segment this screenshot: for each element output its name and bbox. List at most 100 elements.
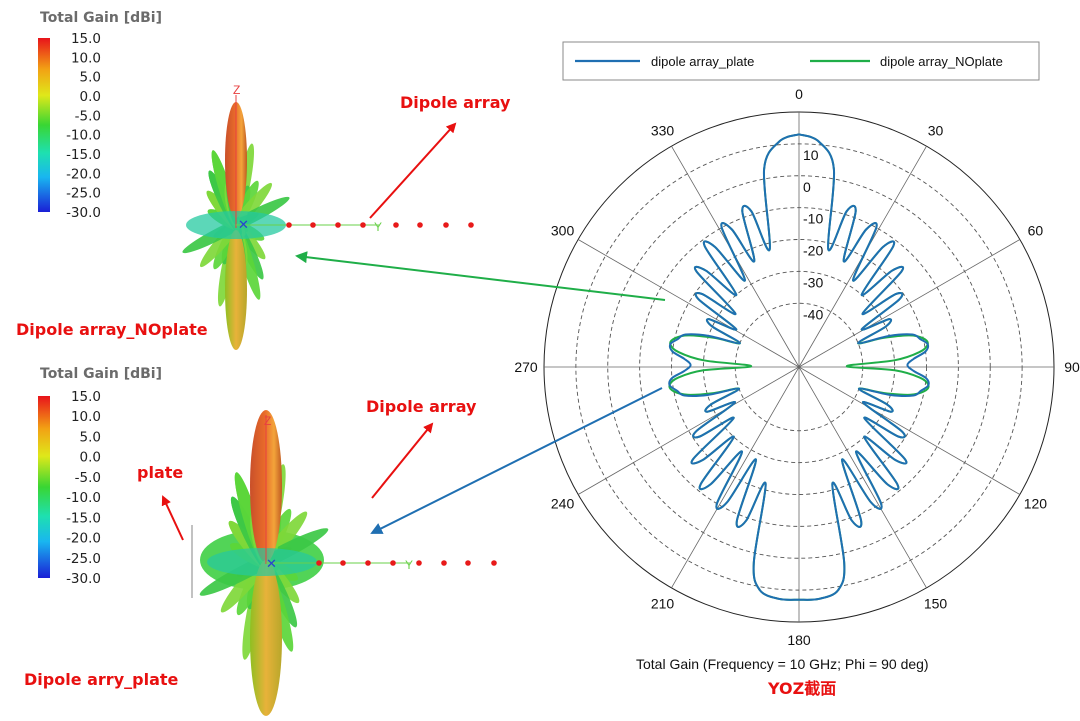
polar-spoke [798, 366, 927, 589]
colorbar-tick-label: -15.0 [66, 510, 101, 526]
radial-tick-label: -40 [803, 306, 823, 322]
array-element-dot [416, 560, 422, 566]
array-elements [316, 560, 497, 566]
series-line-plate [668, 133, 930, 601]
array-element-dot [340, 560, 346, 566]
y-axis-label: Y [405, 558, 413, 572]
colorbar-tick-label: -20.0 [66, 166, 101, 182]
chart-subcaption: YOZ截面 [767, 679, 836, 698]
radial-tick-label: 10 [803, 147, 819, 163]
polar-spoke [671, 366, 800, 589]
arrow-noplate-link [295, 251, 666, 301]
colorbar-ticks: 15.0 10.0 5.0 0.0 -5.0 -10.0 -15.0 -20.0 -25.0 -3… [66, 389, 101, 587]
array-element-dot [316, 560, 322, 566]
colorbar-tick-label: 0.0 [80, 450, 101, 466]
colorbar-gradient [38, 38, 50, 212]
angle-tick-label: 270 [514, 359, 538, 375]
colorbar-tick-label: -30.0 [66, 571, 101, 587]
radial-tick-label: -10 [803, 211, 823, 227]
angle-tick-label: 90 [1064, 359, 1080, 375]
angle-tick-label: 330 [651, 123, 675, 139]
angle-tick-label: 210 [651, 595, 675, 611]
label-noplate: Dipole array_NOplate [16, 320, 208, 339]
colorbar-title: Total Gain [dBi] [40, 10, 162, 26]
legend-box [562, 41, 1040, 81]
main-lobe-lower [250, 560, 282, 716]
array-element-dot [491, 560, 497, 566]
colorbar-tick-label: 5.0 [80, 429, 101, 445]
array-element-dot [365, 560, 371, 566]
colorbar-tick-label: -10.0 [66, 490, 101, 506]
label-dipole-array-top: Dipole array [400, 93, 511, 112]
legend: dipole array_plate dipole array_NOplate [562, 41, 1040, 81]
z-axis-label: Z [233, 83, 240, 97]
angle-tick-label: 300 [551, 223, 575, 239]
colorbar-tick-label: 15.0 [71, 389, 101, 405]
colorbar-tick-label: -5.0 [75, 108, 101, 124]
array-element-dot [390, 560, 396, 566]
center-core [207, 548, 317, 576]
pattern-3d-plate: Z Y ✕ [191, 410, 497, 716]
pattern-3d-noplate: Z Y ✕ [182, 83, 474, 350]
colorbar-ticks: 15.0 10.0 5.0 0.0 -5.0 -10.0 -15.0 -20.0 -25.0 -3… [66, 31, 101, 221]
angle-tick-label: 180 [787, 632, 811, 648]
angle-tick-label: 60 [1028, 223, 1044, 239]
colorbar-top: Total Gain [dBi] 15.0 10.0 5.0 0.0 -5.0 -10.0… [38, 10, 162, 221]
angle-tick-label: 120 [1024, 496, 1048, 512]
origin-marker: ✕ [238, 217, 249, 232]
colorbar-tick-label: -5.0 [75, 470, 101, 486]
polar-chart: 0 30 60 90 120 150 180 210 240 270 300 330 10 0 -10 -2… [514, 86, 1080, 648]
colorbar-tick-label: 10.0 [71, 409, 101, 425]
arrow-plate [161, 495, 184, 541]
radial-tick-label: -20 [803, 243, 823, 259]
array-element-dot [310, 222, 316, 228]
polar-spoke [577, 239, 800, 368]
legend-label-plate: dipole array_plate [651, 54, 754, 69]
colorbar-tick-label: 5.0 [80, 70, 101, 86]
y-axis-label: Y [374, 220, 382, 234]
arrow-dipole-array-top [369, 122, 457, 219]
array-element-dot [360, 222, 366, 228]
colorbar-tick-label: -25.0 [66, 551, 101, 567]
main-lobe-lower [225, 230, 247, 350]
array-element-dot [417, 222, 423, 228]
colorbar-tick-label: -10.0 [66, 128, 101, 144]
polar-series [668, 133, 930, 601]
arrow-dipole-array-bottom [371, 422, 434, 499]
array-element-dot [443, 222, 449, 228]
colorbar-tick-label: -15.0 [66, 147, 101, 163]
angle-tick-labels: 0 30 60 90 120 150 180 210 240 270 300 330 [514, 86, 1080, 648]
label-plate: plate [137, 463, 183, 482]
label-plate-array: Dipole arry_plate [24, 670, 179, 689]
array-elements [286, 222, 474, 228]
array-element-dot [468, 222, 474, 228]
legend-label-noplate: dipole array_NOplate [880, 54, 1003, 69]
colorbar-title: Total Gain [dBi] [40, 366, 162, 382]
origin-marker: ✕ [266, 556, 277, 571]
array-element-dot [441, 560, 447, 566]
polar-grid [543, 111, 1055, 623]
angle-tick-label: 150 [924, 595, 948, 611]
polar-spoke [577, 366, 800, 495]
colorbar-gradient [38, 396, 50, 578]
colorbar-bottom: Total Gain [dBi] 15.0 10.0 5.0 0.0 -5.0 -10.0… [38, 366, 162, 587]
angle-tick-label: 0 [795, 86, 803, 102]
polar-spoke [798, 366, 1021, 495]
z-axis-label: Z [264, 414, 271, 428]
colorbar-tick-label: -25.0 [66, 186, 101, 202]
colorbar-tick-label: 0.0 [80, 89, 101, 105]
chart-caption: Total Gain (Frequency = 10 GHz; Phi = 90… [636, 656, 929, 672]
array-element-dot [465, 560, 471, 566]
colorbar-tick-label: 10.0 [71, 50, 101, 66]
radial-tick-label: -30 [803, 274, 823, 290]
array-element-dot [335, 222, 341, 228]
polar-spoke [798, 239, 1021, 368]
angle-tick-label: 30 [928, 123, 944, 139]
arrow-plate-link [370, 387, 663, 534]
radial-tick-label: 0 [803, 179, 811, 195]
label-dipole-array-bottom: Dipole array [366, 397, 477, 416]
array-element-dot [393, 222, 399, 228]
array-element-dot [286, 222, 292, 228]
colorbar-tick-label: -20.0 [66, 531, 101, 547]
